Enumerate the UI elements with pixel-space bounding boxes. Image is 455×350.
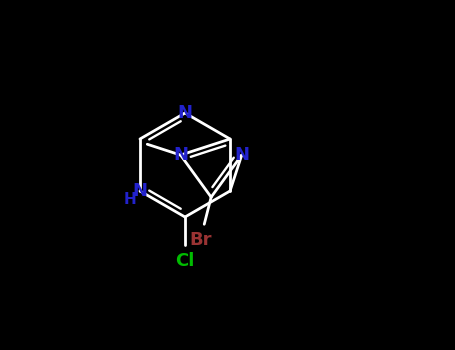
- Text: Cl: Cl: [175, 252, 195, 270]
- Text: N: N: [177, 104, 192, 122]
- Text: N: N: [132, 182, 147, 200]
- Text: Br: Br: [189, 231, 212, 249]
- Text: H: H: [124, 191, 136, 206]
- Text: N: N: [173, 146, 188, 164]
- Text: N: N: [234, 146, 249, 164]
